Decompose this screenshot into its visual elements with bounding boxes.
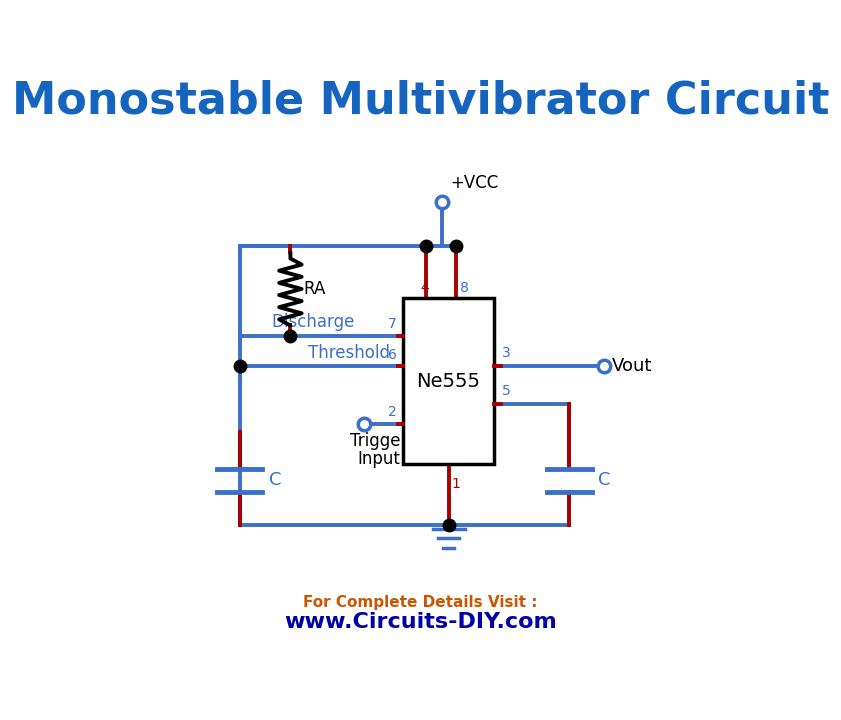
Text: RA: RA xyxy=(304,280,325,298)
Text: 5: 5 xyxy=(502,384,511,397)
Text: Discharge: Discharge xyxy=(272,313,355,331)
Bar xyxy=(403,298,495,464)
Text: 3: 3 xyxy=(502,346,511,360)
Text: 6: 6 xyxy=(388,348,396,361)
Text: C: C xyxy=(598,472,611,490)
Text: Threshold: Threshold xyxy=(308,343,390,361)
Text: 2: 2 xyxy=(388,405,396,420)
Text: Vout: Vout xyxy=(611,357,652,375)
Text: 8: 8 xyxy=(460,281,468,295)
Text: Monostable Multivibrator Circuit: Monostable Multivibrator Circuit xyxy=(12,80,829,123)
Text: Ne555: Ne555 xyxy=(416,372,480,391)
Text: Trigger: Trigger xyxy=(350,432,407,450)
Text: Input: Input xyxy=(358,450,400,468)
Text: +VCC: +VCC xyxy=(450,174,499,192)
Text: C: C xyxy=(269,472,281,490)
Text: 7: 7 xyxy=(388,317,396,331)
Text: For Complete Details Visit :: For Complete Details Visit : xyxy=(304,595,537,610)
Text: www.Circuits-DIY.com: www.Circuits-DIY.com xyxy=(284,612,557,631)
Text: 1: 1 xyxy=(452,477,461,491)
Text: 4: 4 xyxy=(420,281,429,295)
